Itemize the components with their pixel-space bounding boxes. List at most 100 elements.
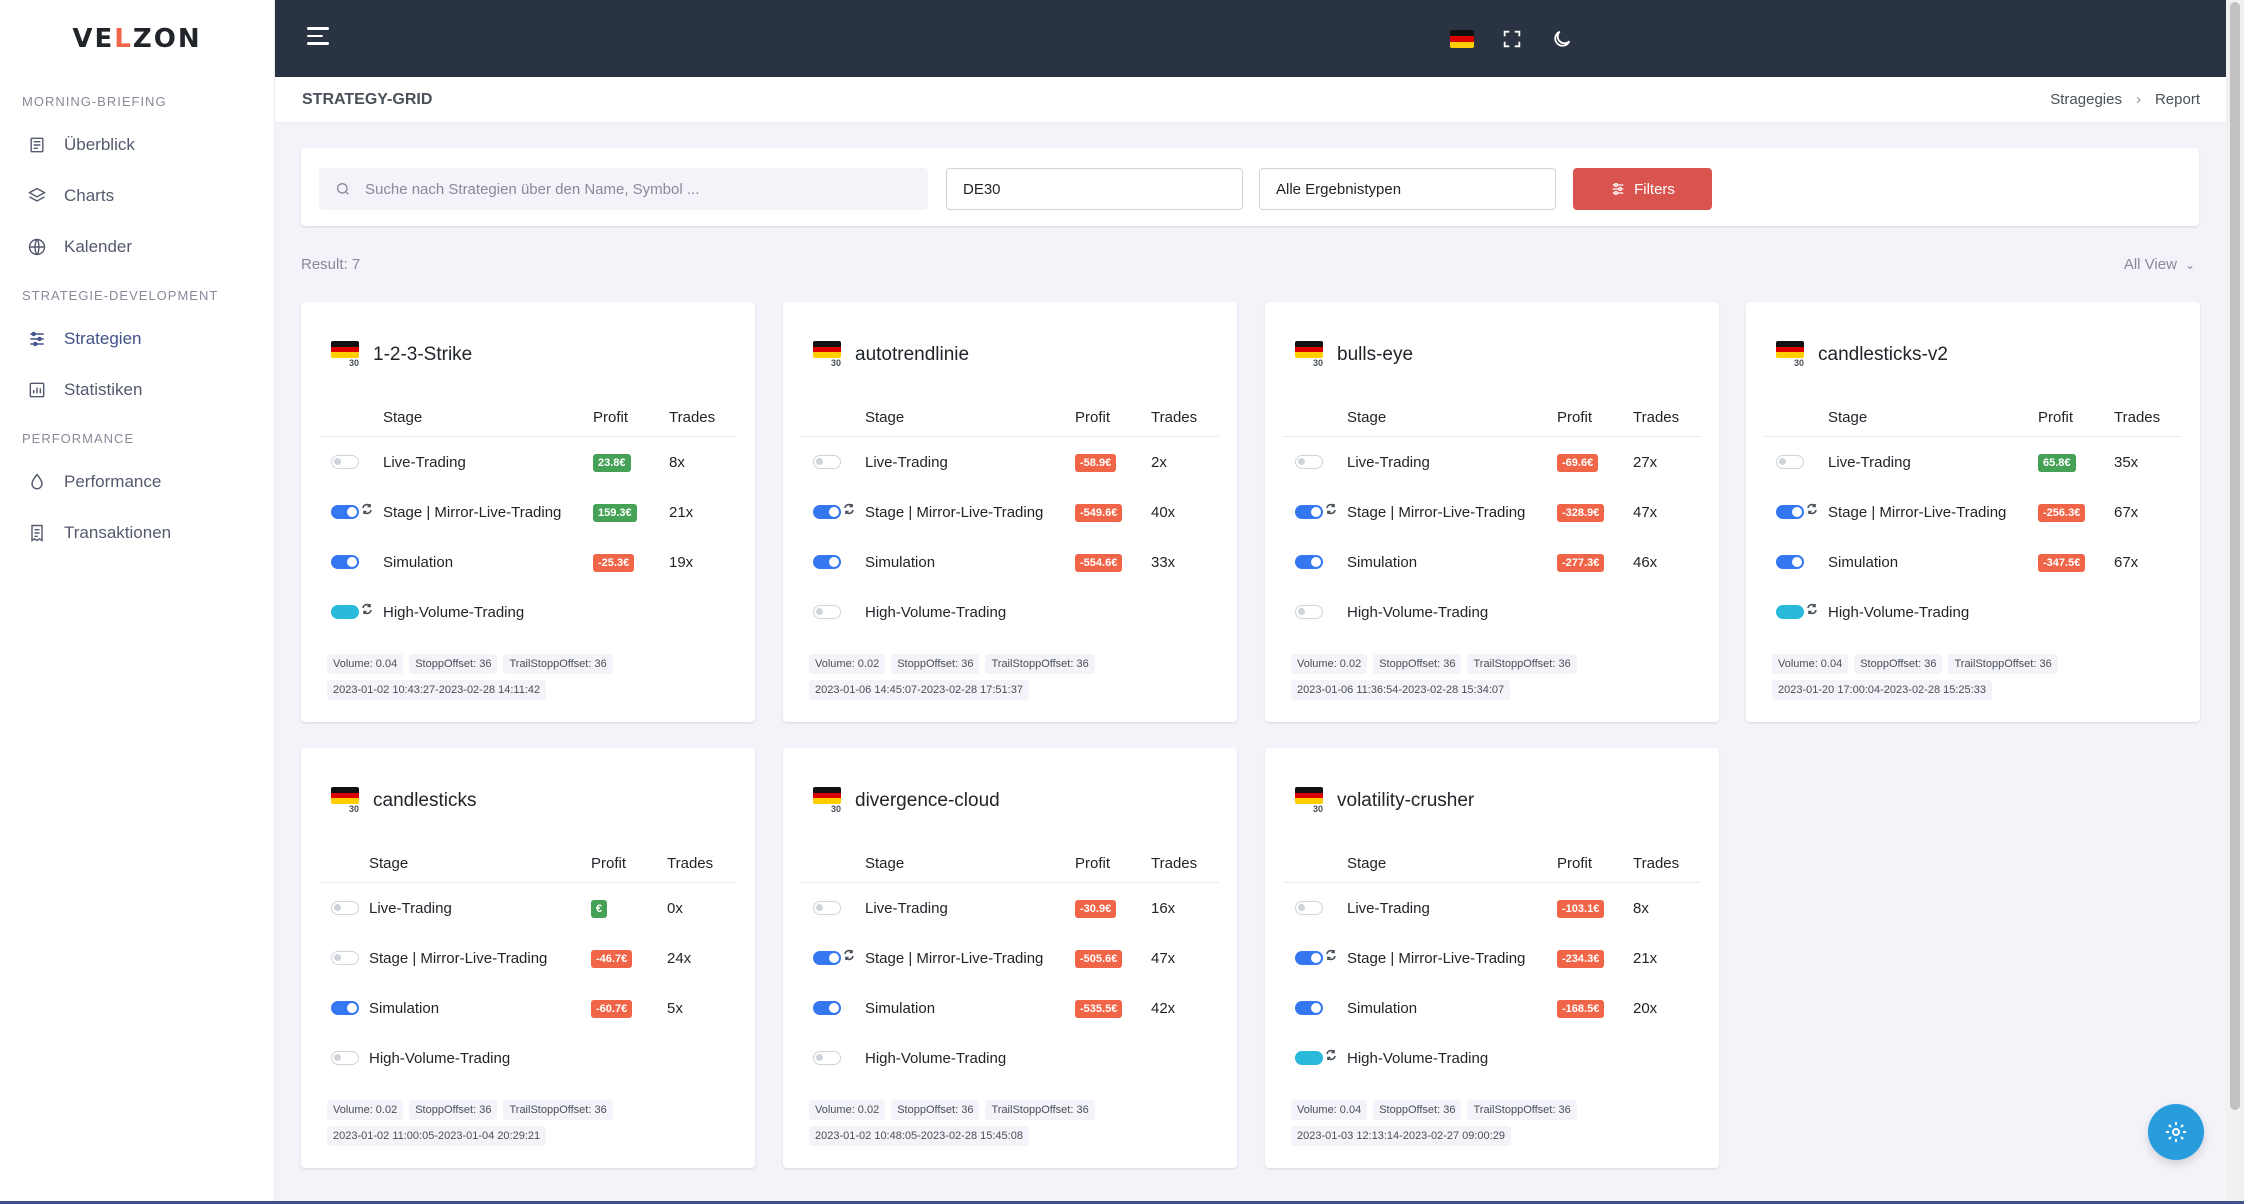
trades-count: 67x <box>2114 553 2139 571</box>
gear-icon <box>2166 1122 2186 1142</box>
stage-toggle-switch[interactable] <box>331 505 359 519</box>
sidebar-item--berblick[interactable]: Überblick <box>0 119 274 170</box>
table-row: Live-Trading -69.6€ 27x <box>1283 437 1701 487</box>
page-title: STRATEGY-GRID <box>302 90 433 108</box>
stage-toggle-switch[interactable] <box>331 455 359 469</box>
profit-badge: 159.3€ <box>593 503 637 522</box>
stage-toggle-switch[interactable] <box>1776 455 1804 469</box>
symbol-select[interactable]: DE30 <box>946 168 1243 210</box>
strategy-card[interactable]: 30 1-2-3-Strike Stage Profit Trades Live-Trad… <box>301 302 755 722</box>
parameter-tag: TrailStoppOffset: 36 <box>985 654 1095 674</box>
sidebar: VE L ZON MORNING-BRIEFING Überblick Charts Ka… <box>0 0 275 1204</box>
stage-toggle-switch[interactable] <box>331 555 359 569</box>
stage-toggle-switch[interactable] <box>1776 555 1804 569</box>
trades-count: 33x <box>1151 553 1176 571</box>
stage-toggle-switch[interactable] <box>1295 455 1323 469</box>
strategy-name[interactable]: autotrendlinie <box>855 344 970 365</box>
header-stage: Stage <box>865 409 905 426</box>
stage-toggle-switch[interactable] <box>813 505 841 519</box>
vertical-scrollbar[interactable] <box>2226 0 2244 1204</box>
language-flag-icon[interactable] <box>1447 24 1477 54</box>
table-row: Live-Trading -30.9€ 16x <box>801 883 1219 933</box>
stage-toggle-switch[interactable] <box>813 1051 841 1065</box>
strategy-name[interactable]: divergence-cloud <box>855 790 1000 811</box>
stage-toggle-switch[interactable] <box>813 605 841 619</box>
strategy-card-header: 30 candlesticks <box>331 784 477 818</box>
table-row: Stage | Mirror-Live-Trading -256.3€ 67x <box>1764 487 2182 537</box>
trades-count: 27x <box>1633 453 1658 471</box>
stage-toggle-switch[interactable] <box>331 901 359 915</box>
stage-name: High-Volume-Trading <box>369 1049 511 1067</box>
brand-logo[interactable]: VE L ZON <box>0 0 274 78</box>
all-view-dropdown[interactable]: All View ⌄ <box>2124 256 2199 273</box>
profit-badge: -277.3€ <box>1557 553 1605 572</box>
header-trades: Trades <box>1151 409 1198 426</box>
sidebar-item-performance[interactable]: Performance <box>0 456 274 507</box>
parameter-tag: StoppOffset: 36 <box>409 1100 498 1120</box>
table-row: High-Volume-Trading <box>1283 587 1701 637</box>
stage-toggle-switch[interactable] <box>813 1001 841 1015</box>
stage-toggle-switch[interactable] <box>1295 901 1323 915</box>
trades-count: 46x <box>1633 553 1658 571</box>
sidebar-item-kalender[interactable]: Kalender <box>0 221 274 272</box>
stage-name: Simulation <box>1828 553 1899 571</box>
strategy-card[interactable]: 30 autotrendlinie Stage Profit Trades Live-Tr… <box>783 302 1237 722</box>
scrollbar-thumb[interactable] <box>2230 2 2240 1110</box>
stage-toggle-switch[interactable] <box>1295 951 1323 965</box>
settings-gear-button[interactable] <box>2148 1104 2204 1160</box>
stage-toggle-switch[interactable] <box>813 455 841 469</box>
trades-count: 8x <box>1633 899 1649 917</box>
hamburger-menu-icon[interactable] <box>307 27 331 49</box>
parameter-tag: StoppOffset: 36 <box>1373 1100 1462 1120</box>
parameter-tags: Volume: 0.04 StoppOffset: 36 TrailStoppOff… <box>327 654 613 674</box>
strategy-name[interactable]: candlesticks <box>373 790 477 811</box>
stage-name: Live-Trading <box>1347 453 1430 471</box>
strategy-name[interactable]: bulls-eye <box>1337 344 1414 365</box>
fullscreen-icon[interactable] <box>1497 24 1527 54</box>
menu-section-title: MORNING-BRIEFING <box>22 94 167 109</box>
result-type-select[interactable]: Alle Ergebnistypen <box>1259 168 1556 210</box>
sidebar-item-statistiken[interactable]: Statistiken <box>0 364 274 415</box>
search-icon <box>337 183 349 195</box>
stage-toggle-switch[interactable] <box>1776 505 1804 519</box>
date-range-tag: 2023-01-02 10:43:27-2023-02-28 14:11:42 <box>327 680 547 700</box>
search-box[interactable] <box>319 168 928 210</box>
stage-toggle-switch[interactable] <box>331 1051 359 1065</box>
breadcrumb-item-strategies[interactable]: Stragegies <box>2050 91 2122 108</box>
parameter-tag: TrailStoppOffset: 36 <box>503 654 613 674</box>
sidebar-item-charts[interactable]: Charts <box>0 170 274 221</box>
parameter-tag: Volume: 0.02 <box>809 654 886 674</box>
strategy-card-header: 30 autotrendlinie <box>813 338 969 372</box>
strategy-card[interactable]: 30 volatility-crusher Stage Profit Trades Liv… <box>1265 748 1719 1168</box>
filters-button[interactable]: Filters <box>1573 168 1712 210</box>
strategy-card[interactable]: 30 divergence-cloud Stage Profit Trades Live-… <box>783 748 1237 1168</box>
strategy-name[interactable]: volatility-crusher <box>1337 790 1475 811</box>
strategy-card[interactable]: 30 candlesticks-v2 Stage Profit Trades Live-T… <box>1746 302 2200 722</box>
stage-toggle-switch[interactable] <box>331 605 359 619</box>
profit-badge: -168.5€ <box>1557 999 1605 1018</box>
strategy-name[interactable]: candlesticks-v2 <box>1818 344 1948 365</box>
stage-toggle-switch[interactable] <box>813 555 841 569</box>
search-input[interactable] <box>365 180 905 198</box>
stage-toggle-switch[interactable] <box>1295 605 1323 619</box>
stage-toggle-switch[interactable] <box>1776 605 1804 619</box>
sidebar-item-transaktionen[interactable]: Transaktionen <box>0 507 274 558</box>
dark-mode-moon-icon[interactable] <box>1547 24 1577 54</box>
stage-toggle-switch[interactable] <box>1295 1051 1323 1065</box>
stage-name: Live-Trading <box>865 899 948 917</box>
trades-count: 42x <box>1151 999 1176 1017</box>
stage-toggle-switch[interactable] <box>1295 555 1323 569</box>
sidebar-menu: MORNING-BRIEFING Überblick Charts Kalender S… <box>0 78 274 558</box>
stage-toggle-switch[interactable] <box>813 901 841 915</box>
stage-toggle-switch[interactable] <box>331 1001 359 1015</box>
stage-toggle-switch[interactable] <box>813 951 841 965</box>
stage-toggle-switch[interactable] <box>1295 1001 1323 1015</box>
strategy-card[interactable]: 30 candlesticks Stage Profit Trades Live-Trad… <box>301 748 755 1168</box>
stage-toggle-switch[interactable] <box>1295 505 1323 519</box>
stage-toggle-switch[interactable] <box>331 951 359 965</box>
strategy-card[interactable]: 30 bulls-eye Stage Profit Trades Live-Trading… <box>1265 302 1719 722</box>
strategy-name[interactable]: 1-2-3-Strike <box>373 344 473 365</box>
germany-flag-icon: 30 <box>813 784 843 818</box>
sidebar-item-strategien[interactable]: Strategien <box>0 313 274 364</box>
table-row: Stage | Mirror-Live-Trading -234.3€ 21x <box>1283 933 1701 983</box>
